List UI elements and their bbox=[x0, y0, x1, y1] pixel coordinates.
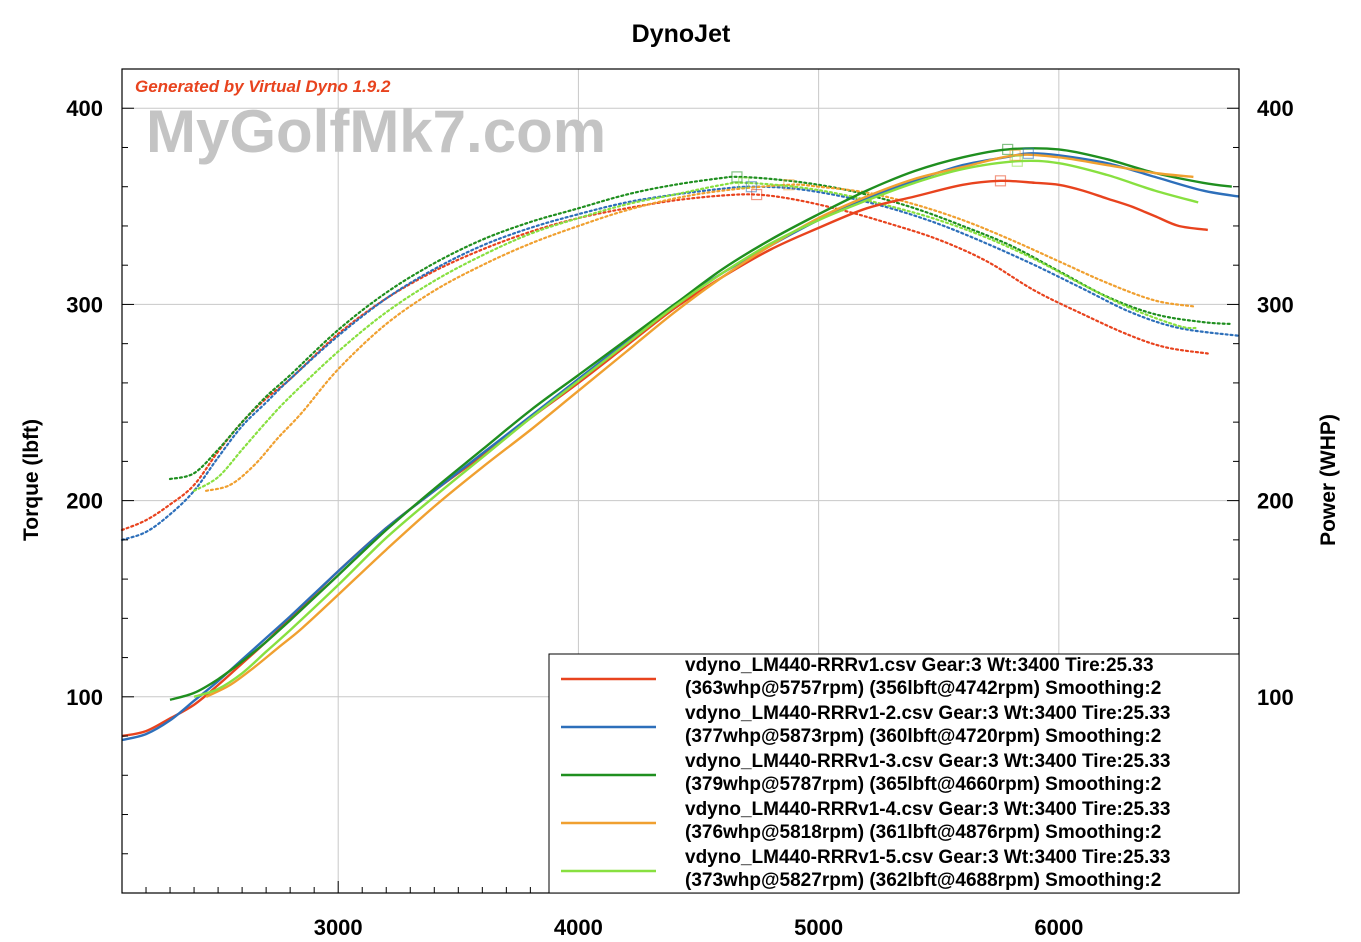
legend-label-series-1: vdyno_LM440-RRRv1.csv Gear:3 Wt:3400 Tir… bbox=[685, 655, 1154, 676]
series-layer bbox=[120, 147, 1241, 742]
y-tick-label-left-200: 200 bbox=[66, 489, 103, 514]
peak-marker-torque-series-2 bbox=[745, 181, 757, 193]
axis-tick-labels: 3000 4000 5000 6000 100 200 300 400 100 200 300 400 bbox=[66, 96, 1293, 940]
peak-marker-power-series-2 bbox=[1022, 147, 1034, 159]
peak-marker-power-series-3 bbox=[1002, 143, 1014, 156]
power-line-series-4 bbox=[205, 153, 1194, 698]
y-tick-label-left-400: 400 bbox=[66, 96, 103, 121]
marker-layer bbox=[731, 143, 1034, 201]
torque-line-series-2 bbox=[120, 185, 1241, 541]
y-tick-label-right-200: 200 bbox=[1257, 489, 1294, 514]
y-tick-label-left-300: 300 bbox=[66, 292, 103, 317]
y-tick-label-right-100: 100 bbox=[1257, 685, 1294, 710]
torque-line-series-4 bbox=[205, 183, 1195, 492]
y-tick-label-right-300: 300 bbox=[1257, 292, 1294, 317]
x-tick-label-6000: 6000 bbox=[1034, 915, 1083, 940]
generated-by-label: Generated by Virtual Dyno 1.9.2 bbox=[135, 77, 391, 96]
chart-title: DynoJet bbox=[632, 20, 731, 48]
x-tick-label-5000: 5000 bbox=[794, 915, 843, 940]
x-tick-label-3000: 3000 bbox=[314, 915, 363, 940]
y-axis-label-right: Power (WHP) bbox=[1317, 414, 1340, 546]
legend-label-series-2: vdyno_LM440-RRRv1-2.csv Gear:3 Wt:3400 T… bbox=[685, 703, 1170, 724]
x-tick-label-4000: 4000 bbox=[554, 915, 603, 940]
legend-peaks-series-5: (373whp@5827rpm) (362lbft@4688rpm) Smoot… bbox=[685, 870, 1161, 891]
torque-line-series-3 bbox=[168, 175, 1233, 481]
legend: vdyno_LM440-RRRv1.csv Gear:3 Wt:3400 Tir… bbox=[548, 653, 1240, 894]
watermark: MyGolfMk7.com bbox=[146, 98, 606, 165]
peak-marker-torque-series-4 bbox=[783, 179, 795, 191]
y-tick-label-left-100: 100 bbox=[66, 685, 103, 710]
y-tick-label-right-400: 400 bbox=[1257, 96, 1294, 121]
legend-label-series-5: vdyno_LM440-RRRv1-5.csv Gear:3 Wt:3400 T… bbox=[685, 847, 1170, 868]
peak-marker-power-series-4 bbox=[1009, 149, 1021, 161]
peak-marker-power-series-1 bbox=[994, 175, 1007, 187]
peak-marker-power-series-5 bbox=[1011, 155, 1023, 167]
legend-peaks-series-3: (379whp@5787rpm) (365lbft@4660rpm) Smoot… bbox=[685, 774, 1161, 795]
power-line-series-5 bbox=[193, 159, 1199, 698]
power-line-series-1 bbox=[121, 179, 1208, 738]
torque-line-series-5 bbox=[193, 181, 1200, 492]
legend-peaks-series-4: (376whp@5818rpm) (361lbft@4876rpm) Smoot… bbox=[685, 822, 1161, 843]
peak-marker-torque-series-3 bbox=[731, 171, 743, 183]
peak-marker-torque-series-5 bbox=[738, 177, 750, 189]
legend-peaks-series-1: (363whp@5757rpm) (356lbft@4742rpm) Smoot… bbox=[685, 678, 1161, 699]
grid bbox=[122, 69, 1239, 893]
legend-peaks-series-2: (377whp@5873rpm) (360lbft@4720rpm) Smoot… bbox=[685, 726, 1161, 747]
y-axis-label-left: Torque (lbft) bbox=[20, 419, 43, 541]
power-line-series-3 bbox=[169, 147, 1232, 701]
legend-label-series-4: vdyno_LM440-RRRv1-4.csv Gear:3 Wt:3400 T… bbox=[685, 799, 1170, 820]
legend-box bbox=[548, 653, 1240, 894]
legend-label-series-3: vdyno_LM440-RRRv1-3.csv Gear:3 Wt:3400 T… bbox=[685, 751, 1170, 772]
